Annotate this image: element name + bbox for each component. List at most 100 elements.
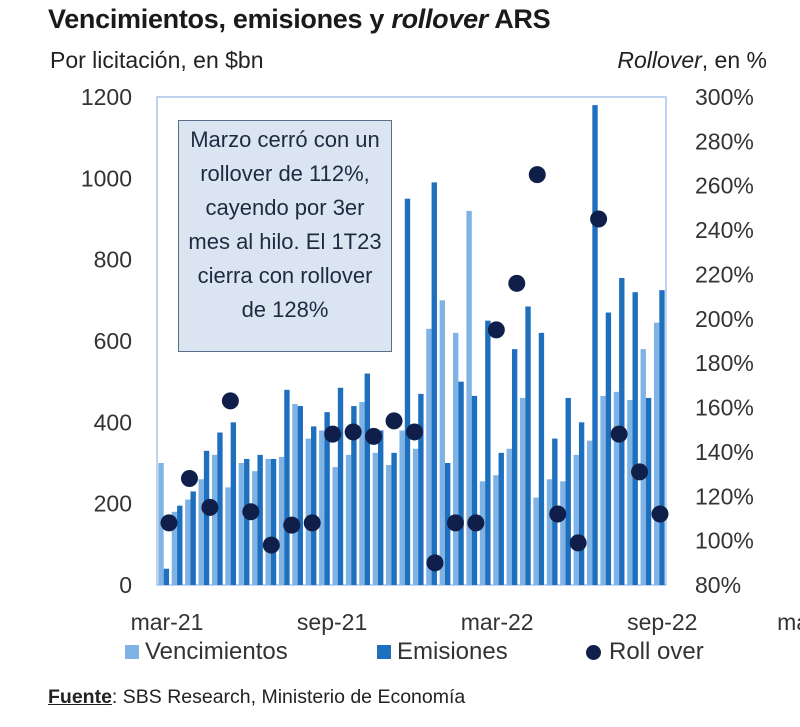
y-right-tick-label: 280% <box>695 128 754 154</box>
bar-vencimientos <box>238 463 245 585</box>
x-tick-label: mar-23 <box>777 609 800 635</box>
legend: Vencimientos Emisiones Roll over <box>0 638 800 678</box>
rollover-point <box>528 166 546 184</box>
bar-emisiones <box>498 452 504 585</box>
bar-emisiones <box>592 105 598 585</box>
y-left-tick-label: 600 <box>94 328 132 354</box>
bar-emisiones <box>471 395 478 585</box>
bar-vencimientos <box>345 454 352 585</box>
rollover-point <box>651 505 669 523</box>
rollover-point <box>160 514 178 532</box>
right-axis-subtitle: Rollover, en % <box>617 47 767 73</box>
rollover-point <box>467 514 485 532</box>
bar-vencimientos <box>198 479 204 585</box>
legend-label-vencimientos: Vencimientos <box>145 638 288 665</box>
bar-vencimientos <box>573 454 579 585</box>
y-left-tick-label: 800 <box>94 247 132 273</box>
legend-swatch-vencimientos <box>125 645 139 659</box>
rollover-point <box>631 463 649 481</box>
rollover-point <box>446 514 464 532</box>
bar-vencimientos <box>479 481 486 585</box>
bar-vencimientos <box>171 511 178 585</box>
bar-emisiones <box>311 426 317 585</box>
y-right-tick-label: 160% <box>695 395 754 421</box>
bar-vencimientos <box>185 499 191 585</box>
bar-emisiones <box>163 568 170 585</box>
bar-vencimientos <box>372 452 379 585</box>
rollover-point <box>324 425 342 443</box>
bar-vencimientos <box>292 404 298 585</box>
annotation-box: Marzo cerró con un rollover de 112%, cay… <box>178 120 392 352</box>
bar-emisiones <box>270 458 277 585</box>
x-tick-label: mar-22 <box>461 609 534 635</box>
rollover-point <box>201 498 219 516</box>
rollover-point <box>365 427 383 445</box>
bar-vencimientos <box>627 399 633 585</box>
bar-emisiones <box>203 450 210 585</box>
bar-emisiones <box>217 432 223 585</box>
rollover-point <box>221 392 239 410</box>
bar-vencimientos <box>359 402 365 585</box>
rollover-point <box>385 412 403 430</box>
bar-emisiones <box>324 412 330 585</box>
bar-vencimientos <box>493 475 499 585</box>
bar-vencimientos <box>546 479 553 585</box>
bar-vencimientos <box>412 448 419 585</box>
source-note: Fuente: SBS Research, Ministerio de Econ… <box>48 686 466 708</box>
bar-vencimientos <box>600 395 606 585</box>
y-right-tick-label: 260% <box>695 173 754 199</box>
legend-swatch-emisiones <box>377 645 391 659</box>
rollover-point <box>549 505 567 523</box>
legend-item-vencimientos: Vencimientos <box>125 638 288 666</box>
rollover-point <box>610 425 628 443</box>
bar-vencimientos <box>653 322 660 585</box>
legend-item-rollover: Roll over <box>586 638 704 666</box>
rollover-point <box>180 470 198 488</box>
bar-emisiones <box>364 373 370 585</box>
bar-emisiones <box>632 292 638 585</box>
bar-emisiones <box>485 320 491 585</box>
bar-emisiones <box>458 381 464 585</box>
y-right-tick-label: 300% <box>695 84 754 110</box>
bar-emisiones <box>565 397 571 585</box>
y-left-tick-label: 0 <box>119 572 132 598</box>
bar-emisiones <box>418 393 424 585</box>
rollover-point <box>242 503 260 521</box>
legend-label-rollover: Roll over <box>609 638 704 665</box>
y-right-tick-label: 140% <box>695 439 754 465</box>
bar-vencimientos <box>466 210 472 585</box>
bar-vencimientos <box>426 328 432 585</box>
legend-label-emisiones: Emisiones <box>397 638 508 665</box>
bar-emisiones <box>404 198 411 585</box>
rollover-point <box>303 514 321 532</box>
bar-vencimientos <box>332 467 338 585</box>
bar-vencimientos <box>265 458 271 585</box>
bar-vencimientos <box>506 448 512 585</box>
bar-vencimientos <box>225 487 231 585</box>
rollover-point <box>406 423 423 441</box>
bar-vencimientos <box>519 397 526 585</box>
bar-emisiones <box>284 389 290 585</box>
rollover-point <box>344 423 362 441</box>
bar-emisiones <box>378 430 384 585</box>
bar-vencimientos <box>586 440 593 585</box>
bar-emisiones <box>177 505 183 585</box>
y-left-tick-label: 200 <box>94 491 132 517</box>
x-tick-label: sep-21 <box>297 609 367 635</box>
y-right-tick-label: 200% <box>695 306 754 332</box>
y-right-tick-label: 240% <box>695 217 754 243</box>
legend-marker-rollover <box>586 644 601 660</box>
bar-emisiones <box>511 349 518 585</box>
bar-emisiones <box>578 422 585 585</box>
bar-vencimientos <box>319 430 325 585</box>
rollover-point <box>508 274 526 292</box>
bar-vencimientos <box>533 497 539 585</box>
y-right-tick-label: 120% <box>695 483 754 509</box>
y-right-tick-label: 100% <box>695 528 754 554</box>
bar-emisiones <box>190 491 196 585</box>
bar-emisiones <box>337 387 344 585</box>
y-left-tick-label: 400 <box>94 409 132 435</box>
bar-vencimientos <box>399 430 405 585</box>
y-left-tick-label: 1200 <box>81 84 132 110</box>
